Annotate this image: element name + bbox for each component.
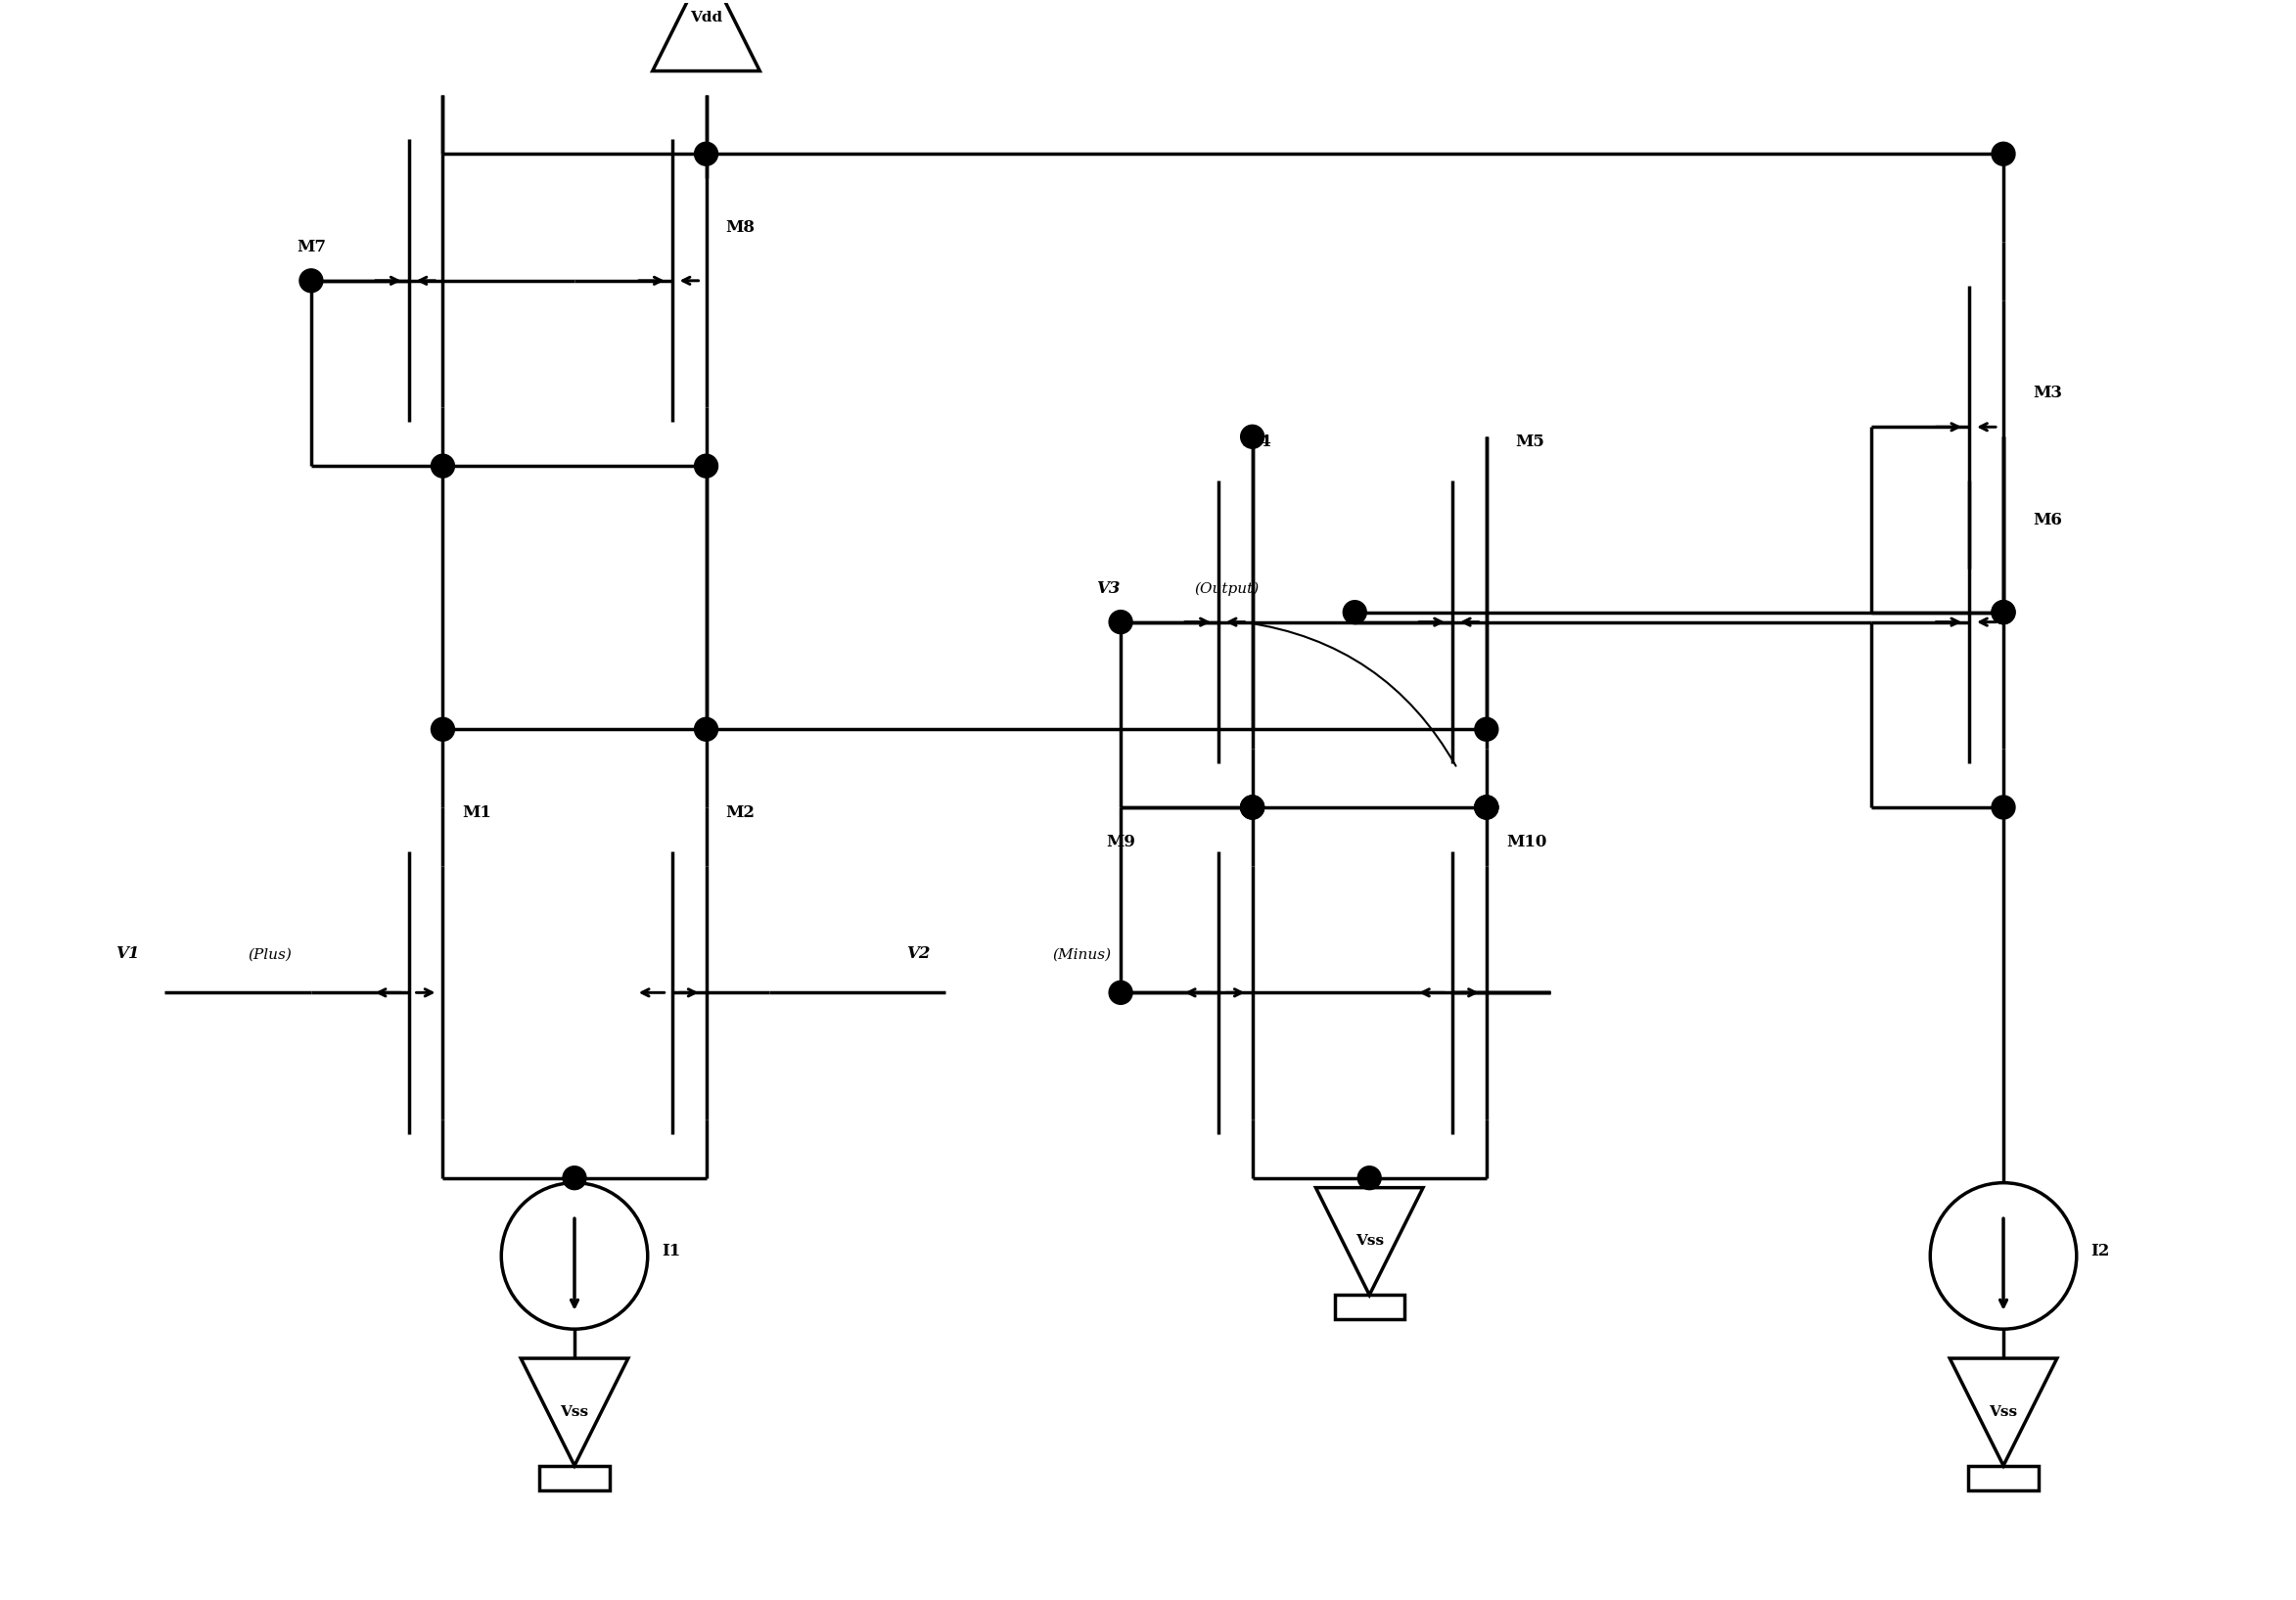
Circle shape — [1474, 795, 1499, 819]
Text: M4: M4 — [1242, 434, 1272, 450]
Circle shape — [1357, 1166, 1382, 1190]
Circle shape — [1240, 426, 1265, 448]
Circle shape — [1991, 142, 2016, 165]
Text: (Plus): (Plus) — [248, 947, 292, 962]
Circle shape — [1240, 795, 1265, 819]
Circle shape — [1240, 795, 1265, 819]
Circle shape — [693, 454, 719, 478]
Text: (Output): (Output) — [1194, 582, 1258, 595]
Circle shape — [1474, 795, 1499, 819]
Circle shape — [1109, 610, 1132, 634]
Text: M10: M10 — [1506, 834, 1548, 850]
Circle shape — [1991, 600, 2016, 624]
Circle shape — [1109, 981, 1132, 1005]
Circle shape — [693, 717, 719, 741]
Text: M5: M5 — [1515, 434, 1545, 450]
Circle shape — [298, 269, 324, 293]
Circle shape — [1474, 795, 1499, 819]
Text: M1: M1 — [461, 805, 491, 821]
Circle shape — [1343, 600, 1366, 624]
Text: Vdd: Vdd — [691, 11, 723, 24]
Text: (Minus): (Minus) — [1052, 947, 1111, 962]
Text: V1: V1 — [117, 946, 140, 962]
Circle shape — [1474, 717, 1499, 741]
Circle shape — [693, 142, 719, 165]
Circle shape — [432, 454, 455, 478]
Text: I1: I1 — [661, 1243, 682, 1259]
Text: M9: M9 — [1107, 834, 1134, 850]
Text: Vss: Vss — [1988, 1405, 2018, 1419]
Text: M3: M3 — [2032, 386, 2062, 402]
Text: I2: I2 — [2092, 1243, 2110, 1259]
Circle shape — [432, 717, 455, 741]
Text: M6: M6 — [2032, 512, 2062, 528]
Circle shape — [1991, 795, 2016, 819]
Text: Vss: Vss — [560, 1405, 588, 1419]
Text: V3: V3 — [1095, 581, 1120, 597]
Circle shape — [1240, 795, 1265, 819]
Text: V2: V2 — [907, 946, 930, 962]
Text: M2: M2 — [726, 805, 755, 821]
Circle shape — [1991, 600, 2016, 624]
Text: M7: M7 — [296, 238, 326, 256]
Circle shape — [563, 1166, 585, 1190]
Text: Vss: Vss — [1355, 1235, 1384, 1248]
Text: M8: M8 — [726, 219, 755, 235]
